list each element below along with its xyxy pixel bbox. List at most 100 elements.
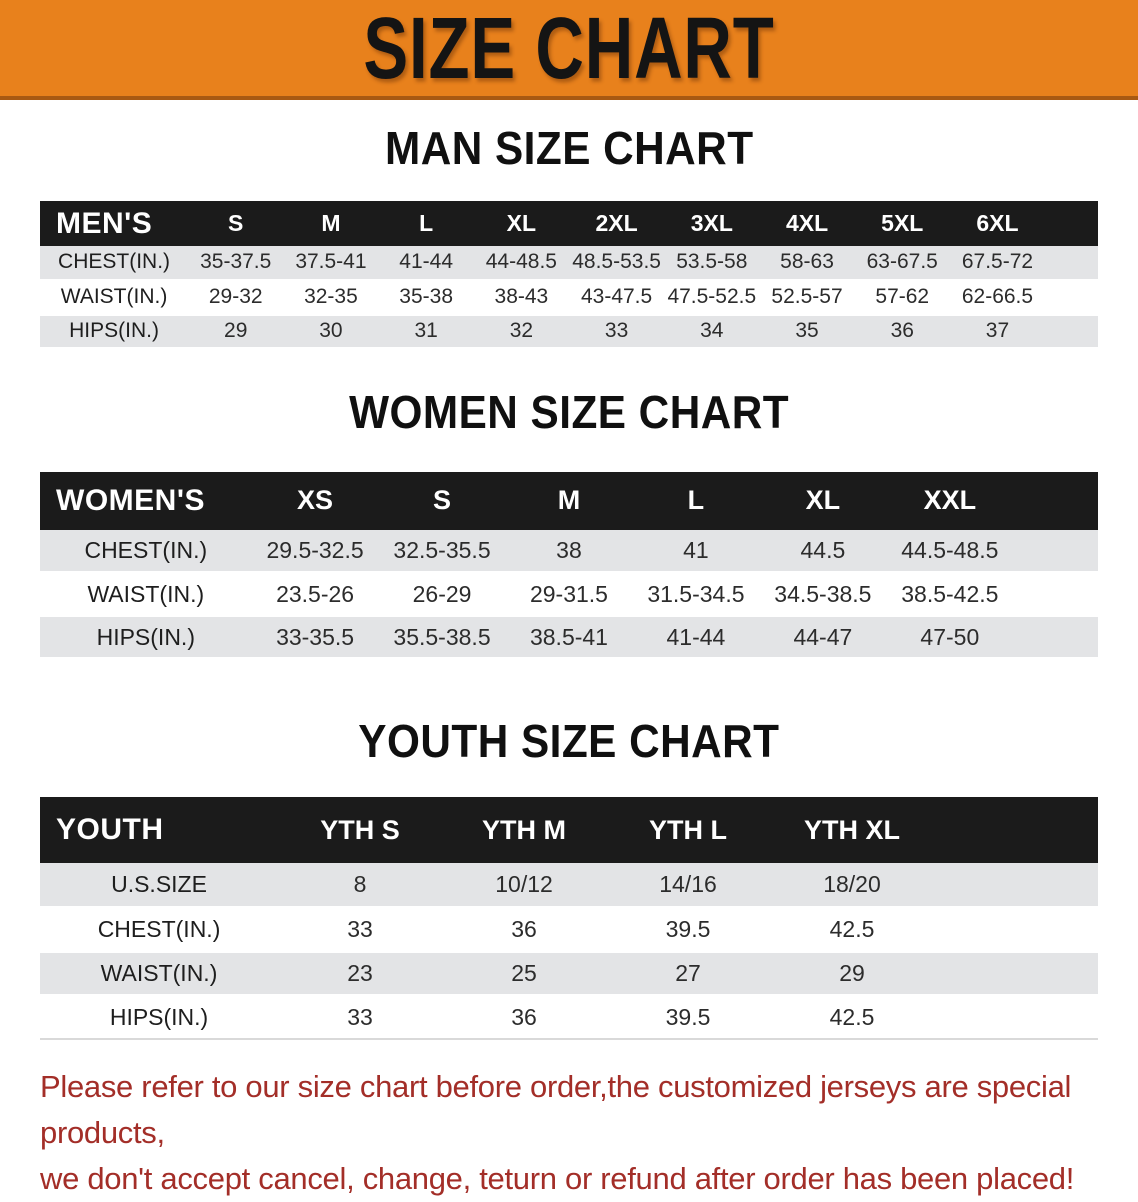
size-value: 31.5-34.5 bbox=[632, 572, 760, 617]
measurement-row: WAIST(IN.) 23.5-26 26-29 29-31.5 31.5-34.5 34… bbox=[40, 572, 1098, 617]
size-value: 41-44 bbox=[378, 246, 474, 282]
disclaimer-note: Please refer to our size chart before or… bbox=[40, 1064, 1138, 1202]
size-value: 43-47.5 bbox=[568, 280, 665, 316]
row-label: WAIST(IN.) bbox=[40, 280, 189, 316]
size-value: 47-50 bbox=[886, 615, 1014, 660]
size-value: 33 bbox=[278, 995, 443, 1040]
size-column-header: YTH XL bbox=[770, 797, 934, 863]
women-section-title-text: WOMEN SIZE CHART bbox=[349, 385, 789, 438]
size-value: 29 bbox=[770, 951, 934, 997]
size-value: 34 bbox=[664, 314, 760, 350]
size-column-header: 3XL bbox=[664, 201, 760, 246]
spacer-cell bbox=[933, 863, 1098, 909]
size-value: 31 bbox=[378, 314, 474, 350]
banner: SIZE CHART bbox=[0, 0, 1138, 100]
disclaimer-line-1: Please refer to our size chart before or… bbox=[40, 1069, 1072, 1150]
size-value: 35.5-38.5 bbox=[378, 615, 506, 660]
size-value: 14/16 bbox=[606, 863, 770, 909]
youth-table-header-row: YOUTH YTH S YTH M YTH L YTH XL bbox=[40, 797, 1098, 863]
size-value: 35-38 bbox=[378, 280, 474, 316]
women-table-header-row: WOMEN'S XS S M L XL XXL bbox=[40, 471, 1098, 530]
size-value: 48.5-53.5 bbox=[568, 246, 665, 282]
size-value: 33-35.5 bbox=[251, 615, 379, 660]
measurement-row: CHEST(IN.) 35-37.5 37.5-41 41-44 44-48.5 48.5… bbox=[40, 246, 1098, 282]
size-value: 52.5-57 bbox=[759, 280, 855, 316]
measurement-row: HIPS(IN.) 33 36 39.5 42.5 bbox=[40, 995, 1098, 1040]
youth-section-title-text: YOUTH SIZE CHART bbox=[358, 715, 780, 767]
size-column-header: S bbox=[188, 201, 284, 246]
size-value: 41 bbox=[632, 529, 760, 574]
size-value: 38-43 bbox=[473, 280, 569, 316]
size-value: 62-66.5 bbox=[949, 280, 1046, 316]
size-column-header: L bbox=[632, 471, 760, 530]
size-value: 57-62 bbox=[854, 280, 950, 316]
youth-section-title: YOUTH SIZE CHART bbox=[0, 715, 1138, 776]
measurement-row: HIPS(IN.) 33-35.5 35.5-38.5 38.5-41 41-44 44-… bbox=[40, 615, 1098, 660]
size-value: 35 bbox=[759, 314, 855, 350]
size-column-header: S bbox=[378, 471, 506, 530]
spacer-cell bbox=[1045, 280, 1098, 316]
size-value: 42.5 bbox=[770, 995, 934, 1040]
measurement-row: WAIST(IN.) 29-32 32-35 35-38 38-43 43-47.5 47.… bbox=[40, 280, 1098, 316]
size-column-header: 2XL bbox=[568, 201, 665, 246]
women-size-table: WOMEN'S XS S M L XL XXL CHEST(IN.) 29.5-32.5 32.… bbox=[40, 471, 1098, 660]
size-value: 36 bbox=[442, 995, 607, 1040]
size-value: 44-48.5 bbox=[473, 246, 569, 282]
size-value: 23.5-26 bbox=[251, 572, 379, 617]
spacer-cell bbox=[933, 797, 1098, 863]
spacer-cell bbox=[1013, 529, 1098, 574]
size-value: 67.5-72 bbox=[949, 246, 1046, 282]
disclaimer-line-2: we don't accept cancel, change, teturn o… bbox=[40, 1161, 1075, 1196]
size-value: 58-63 bbox=[759, 246, 855, 282]
spacer-cell bbox=[1013, 572, 1098, 617]
size-column-header: YTH M bbox=[442, 797, 607, 863]
spacer-cell bbox=[1045, 246, 1098, 282]
row-label: HIPS(IN.) bbox=[40, 615, 252, 660]
spacer-cell bbox=[933, 907, 1098, 953]
size-value: 36 bbox=[854, 314, 950, 350]
size-value: 39.5 bbox=[606, 907, 770, 953]
size-value: 63-67.5 bbox=[854, 246, 950, 282]
measurement-row: WAIST(IN.) 23 25 27 29 bbox=[40, 951, 1098, 997]
table-group-label: YOUTH bbox=[40, 797, 279, 863]
size-value: 36 bbox=[442, 907, 607, 953]
size-column-header: M bbox=[505, 471, 633, 530]
size-value: 33 bbox=[568, 314, 665, 350]
size-value: 29-32 bbox=[188, 280, 284, 316]
size-value: 44.5 bbox=[759, 529, 887, 574]
size-value: 33 bbox=[278, 907, 443, 953]
measurement-row: CHEST(IN.) 29.5-32.5 32.5-35.5 38 41 44.5 44.5… bbox=[40, 529, 1098, 574]
size-value: 32 bbox=[473, 314, 569, 350]
size-value: 29-31.5 bbox=[505, 572, 633, 617]
size-value: 23 bbox=[278, 951, 443, 997]
men-section-title: MAN SIZE CHART bbox=[0, 122, 1138, 183]
size-column-header: 5XL bbox=[854, 201, 950, 246]
size-value: 38.5-41 bbox=[505, 615, 633, 660]
size-value: 53.5-58 bbox=[664, 246, 760, 282]
size-value: 29 bbox=[188, 314, 284, 350]
row-label: CHEST(IN.) bbox=[40, 529, 252, 574]
size-value: 32-35 bbox=[283, 280, 379, 316]
size-value: 37 bbox=[949, 314, 1046, 350]
table-group-label: WOMEN'S bbox=[40, 471, 252, 530]
size-value: 29.5-32.5 bbox=[251, 529, 379, 574]
spacer-cell bbox=[1013, 471, 1098, 530]
size-value: 44-47 bbox=[759, 615, 887, 660]
measurement-row: HIPS(IN.) 29 30 31 32 33 34 35 36 37 bbox=[40, 314, 1098, 350]
size-value: 35-37.5 bbox=[188, 246, 284, 282]
size-column-header: YTH L bbox=[606, 797, 770, 863]
size-column-header: XL bbox=[473, 201, 569, 246]
table-group-label: MEN'S bbox=[40, 201, 189, 246]
size-value: 34.5-38.5 bbox=[759, 572, 887, 617]
size-column-header: XS bbox=[251, 471, 379, 530]
men-table-header-row: MEN'S S M L XL 2XL 3XL 4XL 5XL 6XL bbox=[40, 201, 1098, 246]
spacer-cell bbox=[1045, 314, 1098, 350]
row-label: HIPS(IN.) bbox=[40, 995, 279, 1040]
size-value: 26-29 bbox=[378, 572, 506, 617]
spacer-cell bbox=[1045, 201, 1098, 246]
measurement-row: CHEST(IN.) 33 36 39.5 42.5 bbox=[40, 907, 1098, 953]
size-value: 37.5-41 bbox=[283, 246, 379, 282]
row-label: CHEST(IN.) bbox=[40, 246, 189, 282]
measurement-row: U.S.SIZE 8 10/12 14/16 18/20 bbox=[40, 863, 1098, 909]
youth-size-table: YOUTH YTH S YTH M YTH L YTH XL U.S.SIZE 8 10/1… bbox=[40, 797, 1098, 1040]
